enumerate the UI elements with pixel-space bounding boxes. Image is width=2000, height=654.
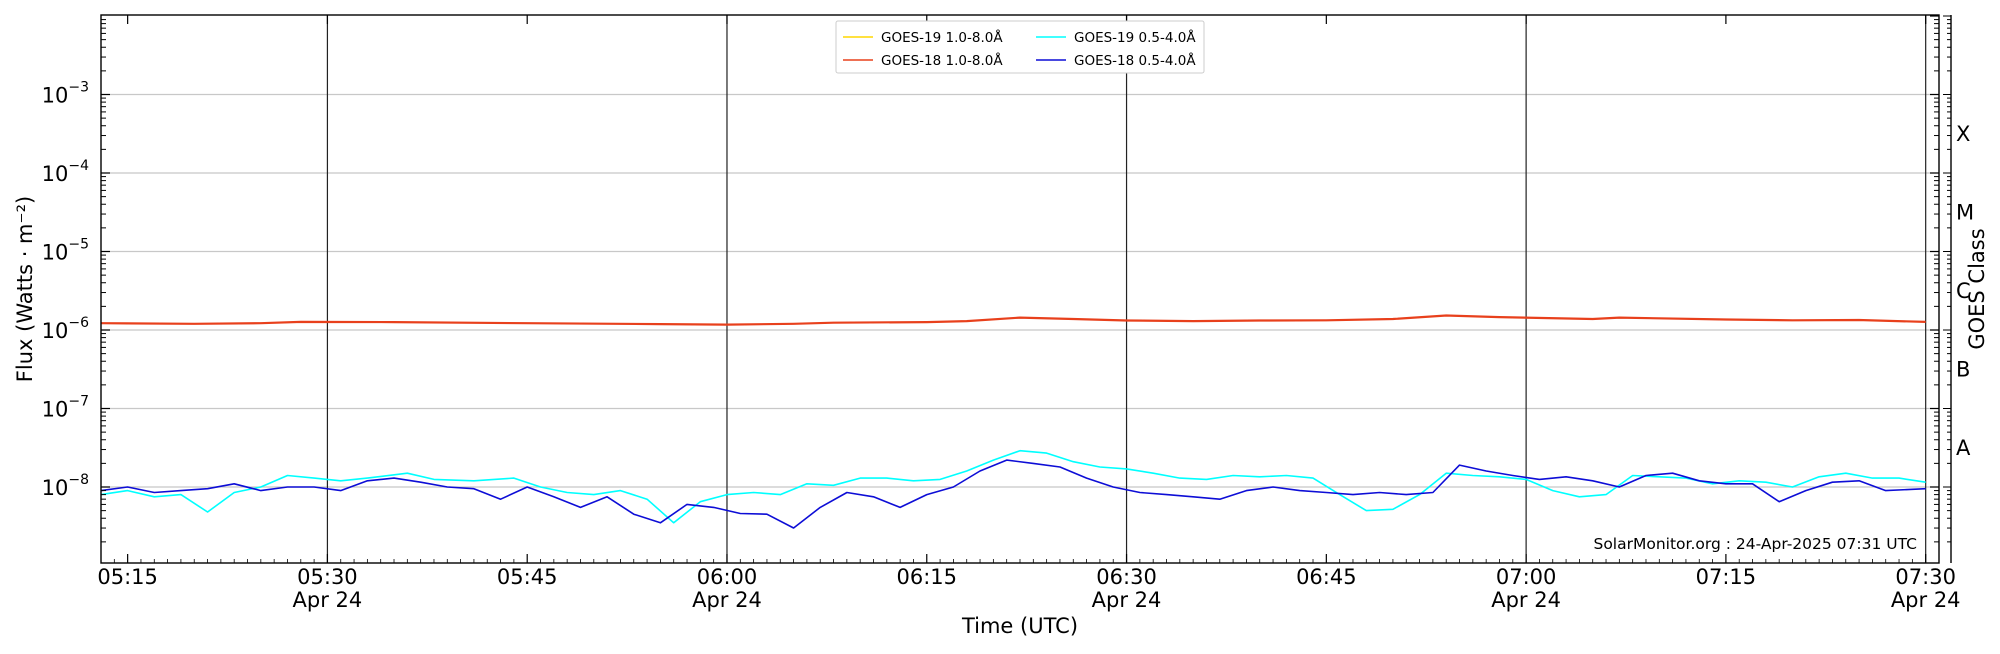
x-axis-label: Time (UTC) [961, 614, 1078, 638]
goes-class-label: C [1956, 279, 1971, 303]
y-tick-label: 10−8 [42, 472, 89, 500]
y-tick-label: 10−4 [42, 158, 89, 186]
x-tick-label: 06:30 [1096, 565, 1157, 589]
goes-class-label: A [1956, 436, 1971, 460]
y-tick-label: 10−7 [42, 394, 89, 422]
goes-class-axis-label: GOES Class [1965, 228, 1989, 349]
x-tick-label: 05:15 [97, 565, 158, 589]
grid-layer [101, 15, 1939, 563]
legend-box [835, 20, 1205, 74]
y-axis-label: Flux (Watts · m⁻²) [13, 196, 37, 382]
series-line-4 [100, 459, 1926, 529]
legend-label-goes19-short: GOES-19 0.5-4.0Å [1074, 29, 1196, 46]
x-tick-sublabel: Apr 24 [1092, 588, 1162, 612]
x-tick-label: 06:15 [897, 565, 958, 589]
x-tick-sublabel: Apr 24 [1891, 588, 1961, 612]
x-tick-label: 05:45 [497, 565, 558, 589]
y-tick-label: 10−3 [42, 80, 89, 108]
goes-class-label: B [1956, 357, 1970, 381]
legend-label-goes18-long: GOES-18 1.0-8.0Å [881, 52, 1003, 69]
goes-class-label: M [1956, 200, 1974, 224]
y-tick-label: 10−5 [42, 237, 89, 265]
credit-text: SolarMonitor.org : 24-Apr-2025 07:31 UTC [1593, 535, 1917, 553]
series-line-3 [100, 449, 1926, 524]
series-layer [100, 314, 1926, 529]
x-tick-label: 07:00 [1496, 565, 1557, 589]
x-tick-sublabel: Apr 24 [293, 588, 363, 612]
series-line-2 [100, 314, 1926, 326]
x-tick-label: 07:30 [1895, 565, 1956, 589]
x-tick-label: 07:15 [1696, 565, 1757, 589]
legend: GOES-19 1.0-8.0Å GOES-18 1.0-8.0Å GOES-1… [835, 20, 1205, 74]
x-tick-label: 06:45 [1296, 565, 1357, 589]
goes-class-label: X [1956, 122, 1970, 146]
legend-label-goes18-short: GOES-18 0.5-4.0Å [1074, 52, 1196, 69]
x-tick-sublabel: Apr 24 [692, 588, 762, 612]
x-tick-sublabel: Apr 24 [1491, 588, 1561, 612]
x-tick-label: 06:00 [697, 565, 758, 589]
y-tick-label: 10−6 [42, 315, 89, 343]
x-tick-label: 05:30 [297, 565, 358, 589]
legend-label-goes19-long: GOES-19 1.0-8.0Å [881, 29, 1003, 46]
